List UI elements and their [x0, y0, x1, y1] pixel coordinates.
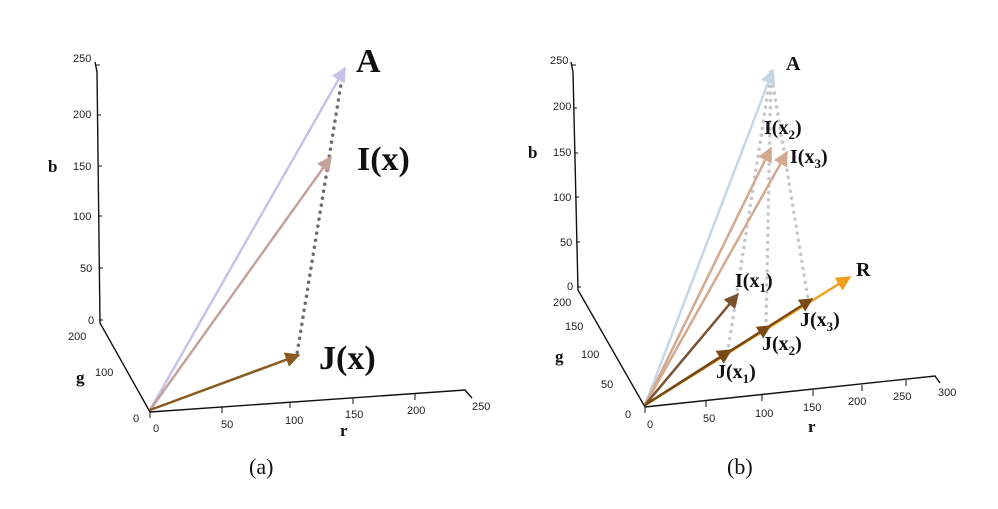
r-tick-100: 100 — [285, 415, 303, 427]
label-i-x3: I(x3) — [790, 146, 828, 171]
r-tick-100: 100 — [755, 408, 773, 420]
label-a: A — [786, 53, 801, 75]
b-tick-0: 0 — [88, 315, 94, 327]
g-tick-150: 150 — [565, 321, 583, 333]
vector-j — [149, 352, 301, 412]
b-tick-250: 250 — [550, 55, 568, 67]
vector-j-x1 — [644, 348, 733, 407]
b-axis-ticks: 250 200 150 100 50 0 — [550, 55, 581, 293]
b-tick-250: 250 — [73, 53, 91, 65]
r-tick-50: 50 — [703, 413, 715, 425]
r-axis-ticks: 0 50 100 150 200 250 — [149, 394, 490, 435]
b-tick-200: 200 — [553, 101, 571, 113]
b-tick-150: 150 — [553, 147, 571, 159]
label-j-x1: J(x1) — [716, 361, 756, 386]
r-tick-150: 150 — [803, 402, 821, 414]
b-axis-line — [94, 61, 151, 413]
dotted-line-a-j — [295, 70, 345, 356]
label-i-x2: I(x2) — [764, 117, 802, 142]
b-axis-ticks: 250 200 150 100 50 0 — [73, 53, 103, 327]
r-tick-50: 50 — [221, 419, 233, 431]
g-axis-ticks: 200 100 0 — [68, 331, 139, 425]
r-tick-250: 250 — [472, 401, 490, 413]
panel-b: 250 200 150 100 50 0 b 200 150 100 50 0 … — [528, 53, 956, 479]
vector-i-x3 — [643, 150, 789, 406]
vector-a — [643, 68, 776, 406]
label-a: A — [356, 43, 381, 80]
b-tick-0: 0 — [567, 281, 573, 293]
b-axis-label: b — [528, 143, 537, 162]
label-i-x1: I(x1) — [735, 270, 773, 295]
r-tick-300: 300 — [938, 387, 956, 399]
g-tick-0: 0 — [133, 413, 139, 425]
b-tick-50: 50 — [560, 237, 572, 249]
g-axis-ticks: 200 150 100 50 0 — [553, 297, 631, 421]
caption-a: (a) — [249, 454, 273, 479]
r-axis-line — [644, 375, 941, 408]
label-j-x2: J(x2) — [762, 333, 802, 358]
vector-i-x2 — [643, 146, 773, 406]
r-tick-150: 150 — [345, 409, 363, 421]
b-tick-200: 200 — [73, 109, 91, 121]
r-tick-200: 200 — [407, 405, 425, 417]
b-axis-line — [570, 61, 646, 408]
g-tick-200: 200 — [553, 297, 571, 309]
vector-a — [148, 66, 347, 411]
b-axis-label: b — [48, 157, 57, 176]
r-axis-line — [149, 389, 473, 413]
b-tick-150: 150 — [73, 161, 91, 173]
g-tick-50: 50 — [601, 379, 613, 391]
b-tick-100: 100 — [553, 192, 571, 204]
panel-a: 250 200 150 100 50 0 b 200 100 0 g 0 50 … — [48, 43, 490, 479]
g-tick-100: 100 — [95, 367, 113, 379]
g-tick-0: 0 — [625, 409, 631, 421]
r-axis-label: r — [340, 421, 348, 440]
vector-i-x1 — [644, 292, 739, 406]
g-tick-200: 200 — [68, 331, 86, 343]
caption-b: (b) — [727, 454, 753, 479]
b-tick-50: 50 — [80, 263, 92, 275]
r-tick-250: 250 — [893, 391, 911, 403]
r-axis-ticks: 0 50 100 150 200 250 300 — [644, 380, 956, 431]
r-tick-0: 0 — [647, 419, 653, 431]
label-i-x: I(x) — [357, 141, 410, 178]
g-tick-100: 100 — [581, 349, 599, 361]
r-tick-0: 0 — [153, 423, 159, 435]
g-axis-label: g — [555, 347, 564, 366]
label-j-x: J(x) — [319, 340, 376, 377]
r-axis-label: r — [808, 417, 816, 436]
vector-i — [148, 155, 333, 411]
label-r: R — [856, 259, 871, 281]
label-j-x3: J(x3) — [800, 309, 840, 334]
b-tick-100: 100 — [73, 211, 91, 223]
r-tick-200: 200 — [848, 396, 866, 408]
g-axis-label: g — [76, 368, 85, 387]
